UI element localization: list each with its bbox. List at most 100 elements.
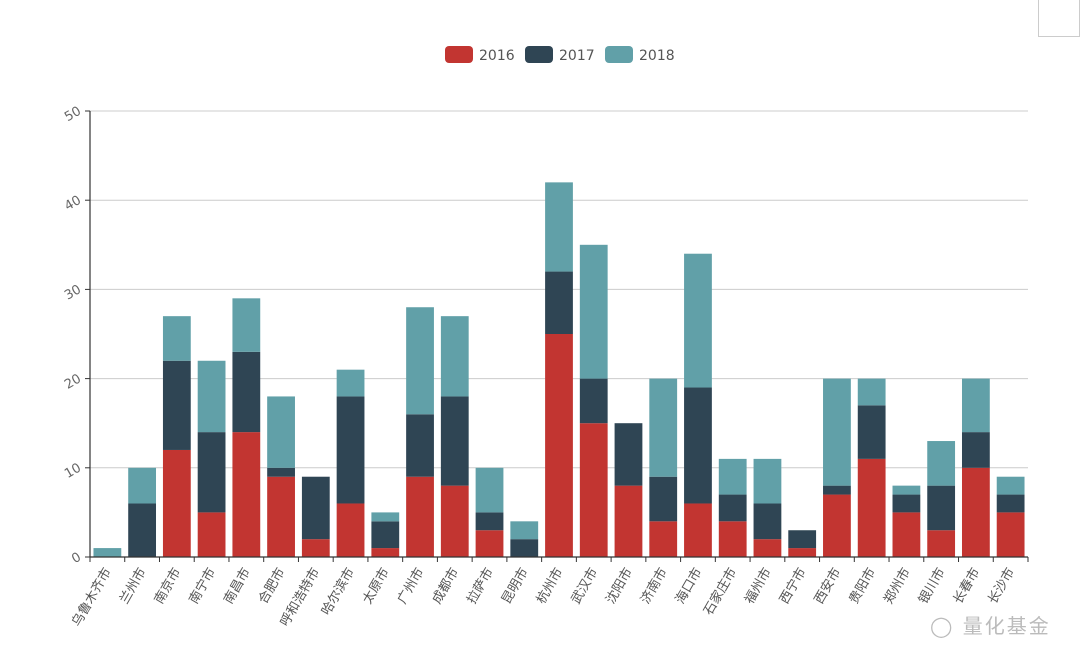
bar-2017 [579, 378, 608, 424]
bar-2018 [440, 316, 469, 397]
bar-2018 [823, 378, 851, 486]
y-tick-label: 30 [62, 282, 84, 303]
bar-2016 [475, 530, 504, 557]
bar-2018 [475, 467, 504, 513]
x-category-label: 长春市 [950, 565, 983, 607]
bar-2017 [406, 414, 434, 477]
bar-2018 [718, 458, 747, 495]
bar-2018 [197, 360, 226, 433]
x-category-label: 长沙市 [985, 565, 1018, 607]
bar-2018 [510, 521, 539, 540]
bar-2016 [267, 476, 295, 557]
legend-label-2016: 2016 [479, 48, 515, 64]
x-category-label: 银川市 [915, 565, 948, 607]
wechat-icon: ◯ [930, 614, 955, 638]
x-category-label: 济南市 [637, 565, 670, 607]
x-category-label: 郑州市 [881, 565, 914, 607]
bar-2018 [996, 476, 1025, 495]
bar-2017 [857, 405, 886, 459]
legend-label-2017: 2017 [559, 48, 595, 64]
x-category-label: 广州市 [394, 565, 427, 607]
x-category-label: 贵阳市 [846, 565, 879, 607]
bar-2016 [857, 458, 886, 557]
bar-2016 [892, 512, 921, 557]
y-tick-label: 10 [62, 461, 84, 482]
bar-2018 [267, 396, 295, 468]
bar-2016 [996, 512, 1025, 557]
bar-2016 [718, 521, 747, 557]
bar-2018 [93, 548, 122, 557]
bar-2017 [162, 360, 191, 450]
bar-2016 [162, 449, 191, 557]
bar-2017 [475, 512, 504, 531]
x-category-label: 太原市 [359, 565, 392, 607]
bar-2016 [371, 548, 400, 557]
x-category-label: 兰州市 [116, 565, 149, 607]
x-category-label: 合肥市 [255, 565, 288, 607]
watermark-text: 量化基金 [962, 614, 1051, 638]
x-category-label: 石家庄市 [700, 565, 740, 618]
legend-swatch-2018 [605, 46, 633, 63]
bar-2017 [232, 351, 261, 433]
x-category-label: 西宁市 [776, 565, 809, 607]
bar-2017 [927, 485, 956, 531]
bar-2016 [197, 512, 226, 557]
bar-2017 [961, 432, 990, 468]
bar-2016 [753, 539, 782, 557]
y-tick-label: 50 [62, 104, 84, 125]
bar-2017 [371, 521, 400, 549]
x-category-label: 沈阳市 [603, 565, 636, 607]
bar-2017 [684, 387, 712, 504]
bar-2017 [823, 485, 851, 495]
bar-2017 [197, 432, 226, 513]
bar-2016 [336, 503, 365, 557]
x-category-label: 南京市 [151, 565, 184, 607]
y-tick-label: 20 [62, 371, 84, 392]
bar-2017 [545, 271, 573, 334]
x-category-label: 南宁市 [186, 565, 219, 607]
bar-2017 [301, 476, 330, 540]
bar-2018 [128, 467, 157, 504]
bar-2018 [961, 378, 990, 433]
bar-2016 [788, 548, 817, 557]
x-category-label: 哈尔滨市 [318, 565, 358, 618]
bar-2018 [649, 378, 678, 477]
bar-2018 [406, 307, 434, 415]
x-category-label: 乌鲁木齐市 [68, 565, 114, 629]
bar-2018 [684, 253, 712, 388]
x-category-label: 福州市 [742, 565, 775, 607]
bar-2017 [267, 467, 295, 477]
x-category-label: 成都市 [429, 565, 462, 607]
bar-2018 [892, 485, 921, 495]
x-category-label: 昆明市 [498, 565, 531, 607]
bar-2017 [718, 494, 747, 522]
bar-2017 [788, 530, 817, 549]
bar-2018 [545, 182, 573, 272]
bar-2017 [510, 539, 539, 557]
bar-2016 [232, 432, 261, 557]
bar-2018 [927, 441, 956, 486]
bar-2018 [336, 369, 365, 397]
bar-2017 [128, 503, 157, 557]
bar-2016 [545, 334, 573, 557]
bar-2017 [440, 396, 469, 486]
bar-2018 [579, 244, 608, 379]
legend-swatch-2017 [525, 46, 553, 63]
bar-2016 [927, 530, 956, 557]
bar-2017 [996, 494, 1025, 513]
bar-2016 [649, 521, 678, 557]
legend-label-2018: 2018 [639, 48, 675, 64]
bar-2017 [336, 396, 365, 504]
bar-2016 [823, 494, 851, 557]
bar-2016 [961, 467, 990, 557]
bar-2018 [753, 458, 782, 504]
x-category-label: 杭州市 [533, 565, 566, 607]
y-tick-label: 40 [62, 193, 84, 214]
bar-2016 [301, 539, 330, 557]
bar-2017 [753, 503, 782, 540]
bar-2018 [232, 298, 261, 352]
bar-2016 [684, 503, 712, 557]
legend-swatch-2016 [445, 46, 473, 63]
bar-2017 [892, 494, 921, 513]
